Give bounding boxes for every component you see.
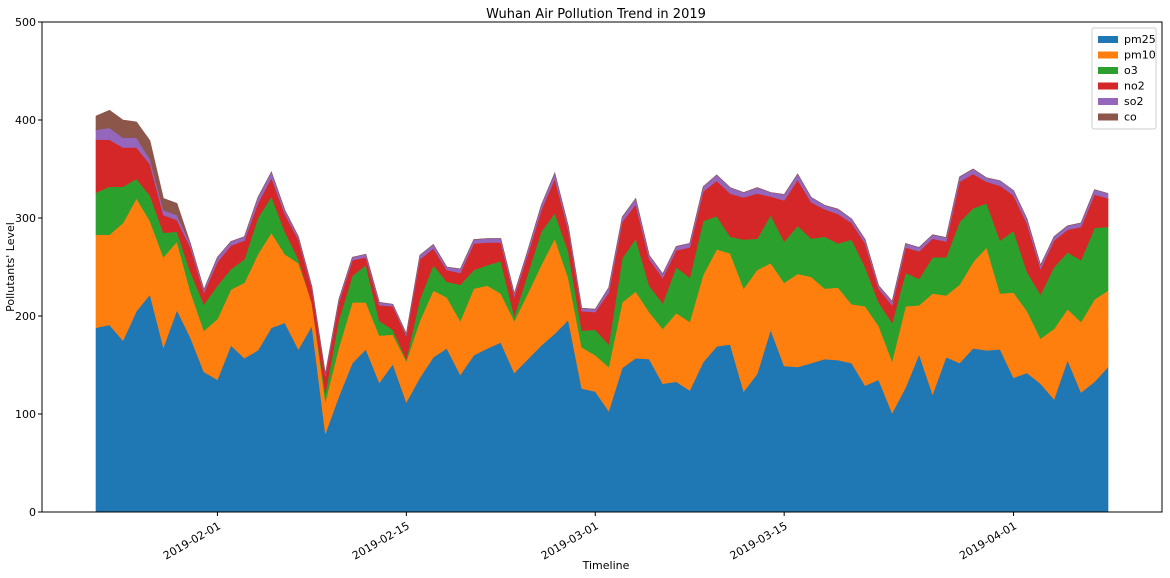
x-axis-label: Timeline xyxy=(582,559,630,572)
y-axis: 0 100 200 300 400 500 xyxy=(15,16,42,519)
legend-label-pm10: pm10 xyxy=(1124,49,1156,62)
y-axis-label: Pollutants' Level xyxy=(4,222,17,312)
y-tick-label: 500 xyxy=(15,16,36,29)
y-tick-label: 0 xyxy=(29,506,36,519)
legend-swatch-o3 xyxy=(1098,67,1118,74)
y-tick-label: 200 xyxy=(15,310,36,323)
chart-title: Wuhan Air Pollution Trend in 2019 xyxy=(486,7,706,22)
plot-frame xyxy=(41,21,1163,513)
legend-swatch-pm25 xyxy=(1098,36,1118,43)
legend-label-pm25: pm25 xyxy=(1124,33,1156,46)
legend-swatch-so2 xyxy=(1098,98,1118,105)
y-tick-label: 300 xyxy=(15,212,36,225)
x-tick-label: 2019-02-01 xyxy=(161,519,223,562)
legend-label-so2: so2 xyxy=(1124,95,1143,108)
legend-swatch-co xyxy=(1098,113,1118,121)
x-axis: 2019-02-01 2019-02-15 2019-03-01 2019-03-15… xyxy=(161,512,1019,562)
legend-swatch-no2 xyxy=(1098,82,1118,90)
legend-swatch-pm10 xyxy=(1098,51,1118,59)
x-tick-label: 2019-02-15 xyxy=(350,519,412,562)
x-tick-label: 2019-04-01 xyxy=(957,519,1019,562)
y-tick-label: 100 xyxy=(15,408,36,421)
legend-label-o3: o3 xyxy=(1124,64,1138,77)
x-tick-label: 2019-03-01 xyxy=(539,519,601,562)
area-co xyxy=(95,109,1109,374)
x-tick-label: 2019-03-15 xyxy=(728,519,790,562)
legend-label-co: co xyxy=(1124,111,1137,124)
legend: pm25 pm10 o3 no2 so2 co xyxy=(1091,27,1157,130)
area-series-group xyxy=(95,109,1109,513)
y-tick-label: 400 xyxy=(15,114,36,127)
legend-label-no2: no2 xyxy=(1124,80,1145,93)
